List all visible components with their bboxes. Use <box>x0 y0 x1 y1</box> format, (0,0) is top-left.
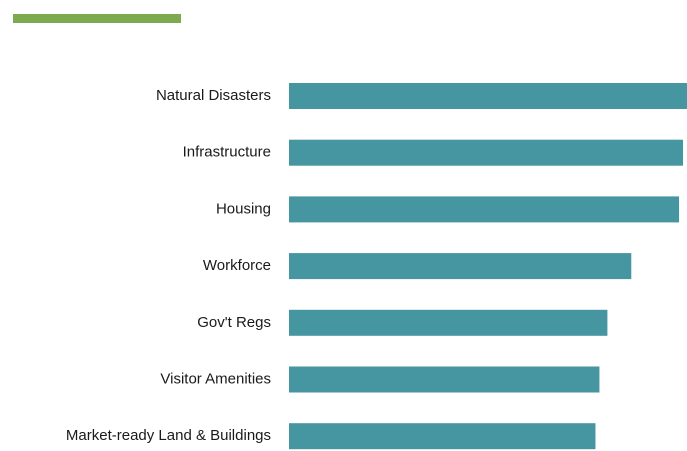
bar <box>289 423 596 450</box>
bar <box>289 83 687 109</box>
category-label: Natural Disasters <box>156 87 271 104</box>
bar <box>289 139 684 166</box>
category-label: Housing <box>216 200 271 217</box>
bar <box>289 196 680 223</box>
header-accent <box>13 14 181 23</box>
category-label: Visitor Amenities <box>160 370 271 387</box>
bar <box>289 309 608 336</box>
bar <box>289 366 600 393</box>
category-label: Market-ready Land & Buildings <box>66 427 271 444</box>
category-label: Workforce <box>203 257 271 274</box>
category-label: Gov't Regs <box>197 314 271 331</box>
category-label: Infrastructure <box>183 144 271 161</box>
bar <box>289 253 632 280</box>
